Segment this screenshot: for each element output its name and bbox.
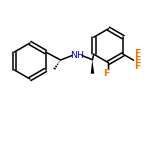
Text: F: F [134,49,141,58]
Text: F: F [134,56,141,65]
Text: NH: NH [70,51,84,60]
Text: F: F [134,62,141,71]
Polygon shape [91,60,94,74]
Text: F: F [103,69,110,78]
